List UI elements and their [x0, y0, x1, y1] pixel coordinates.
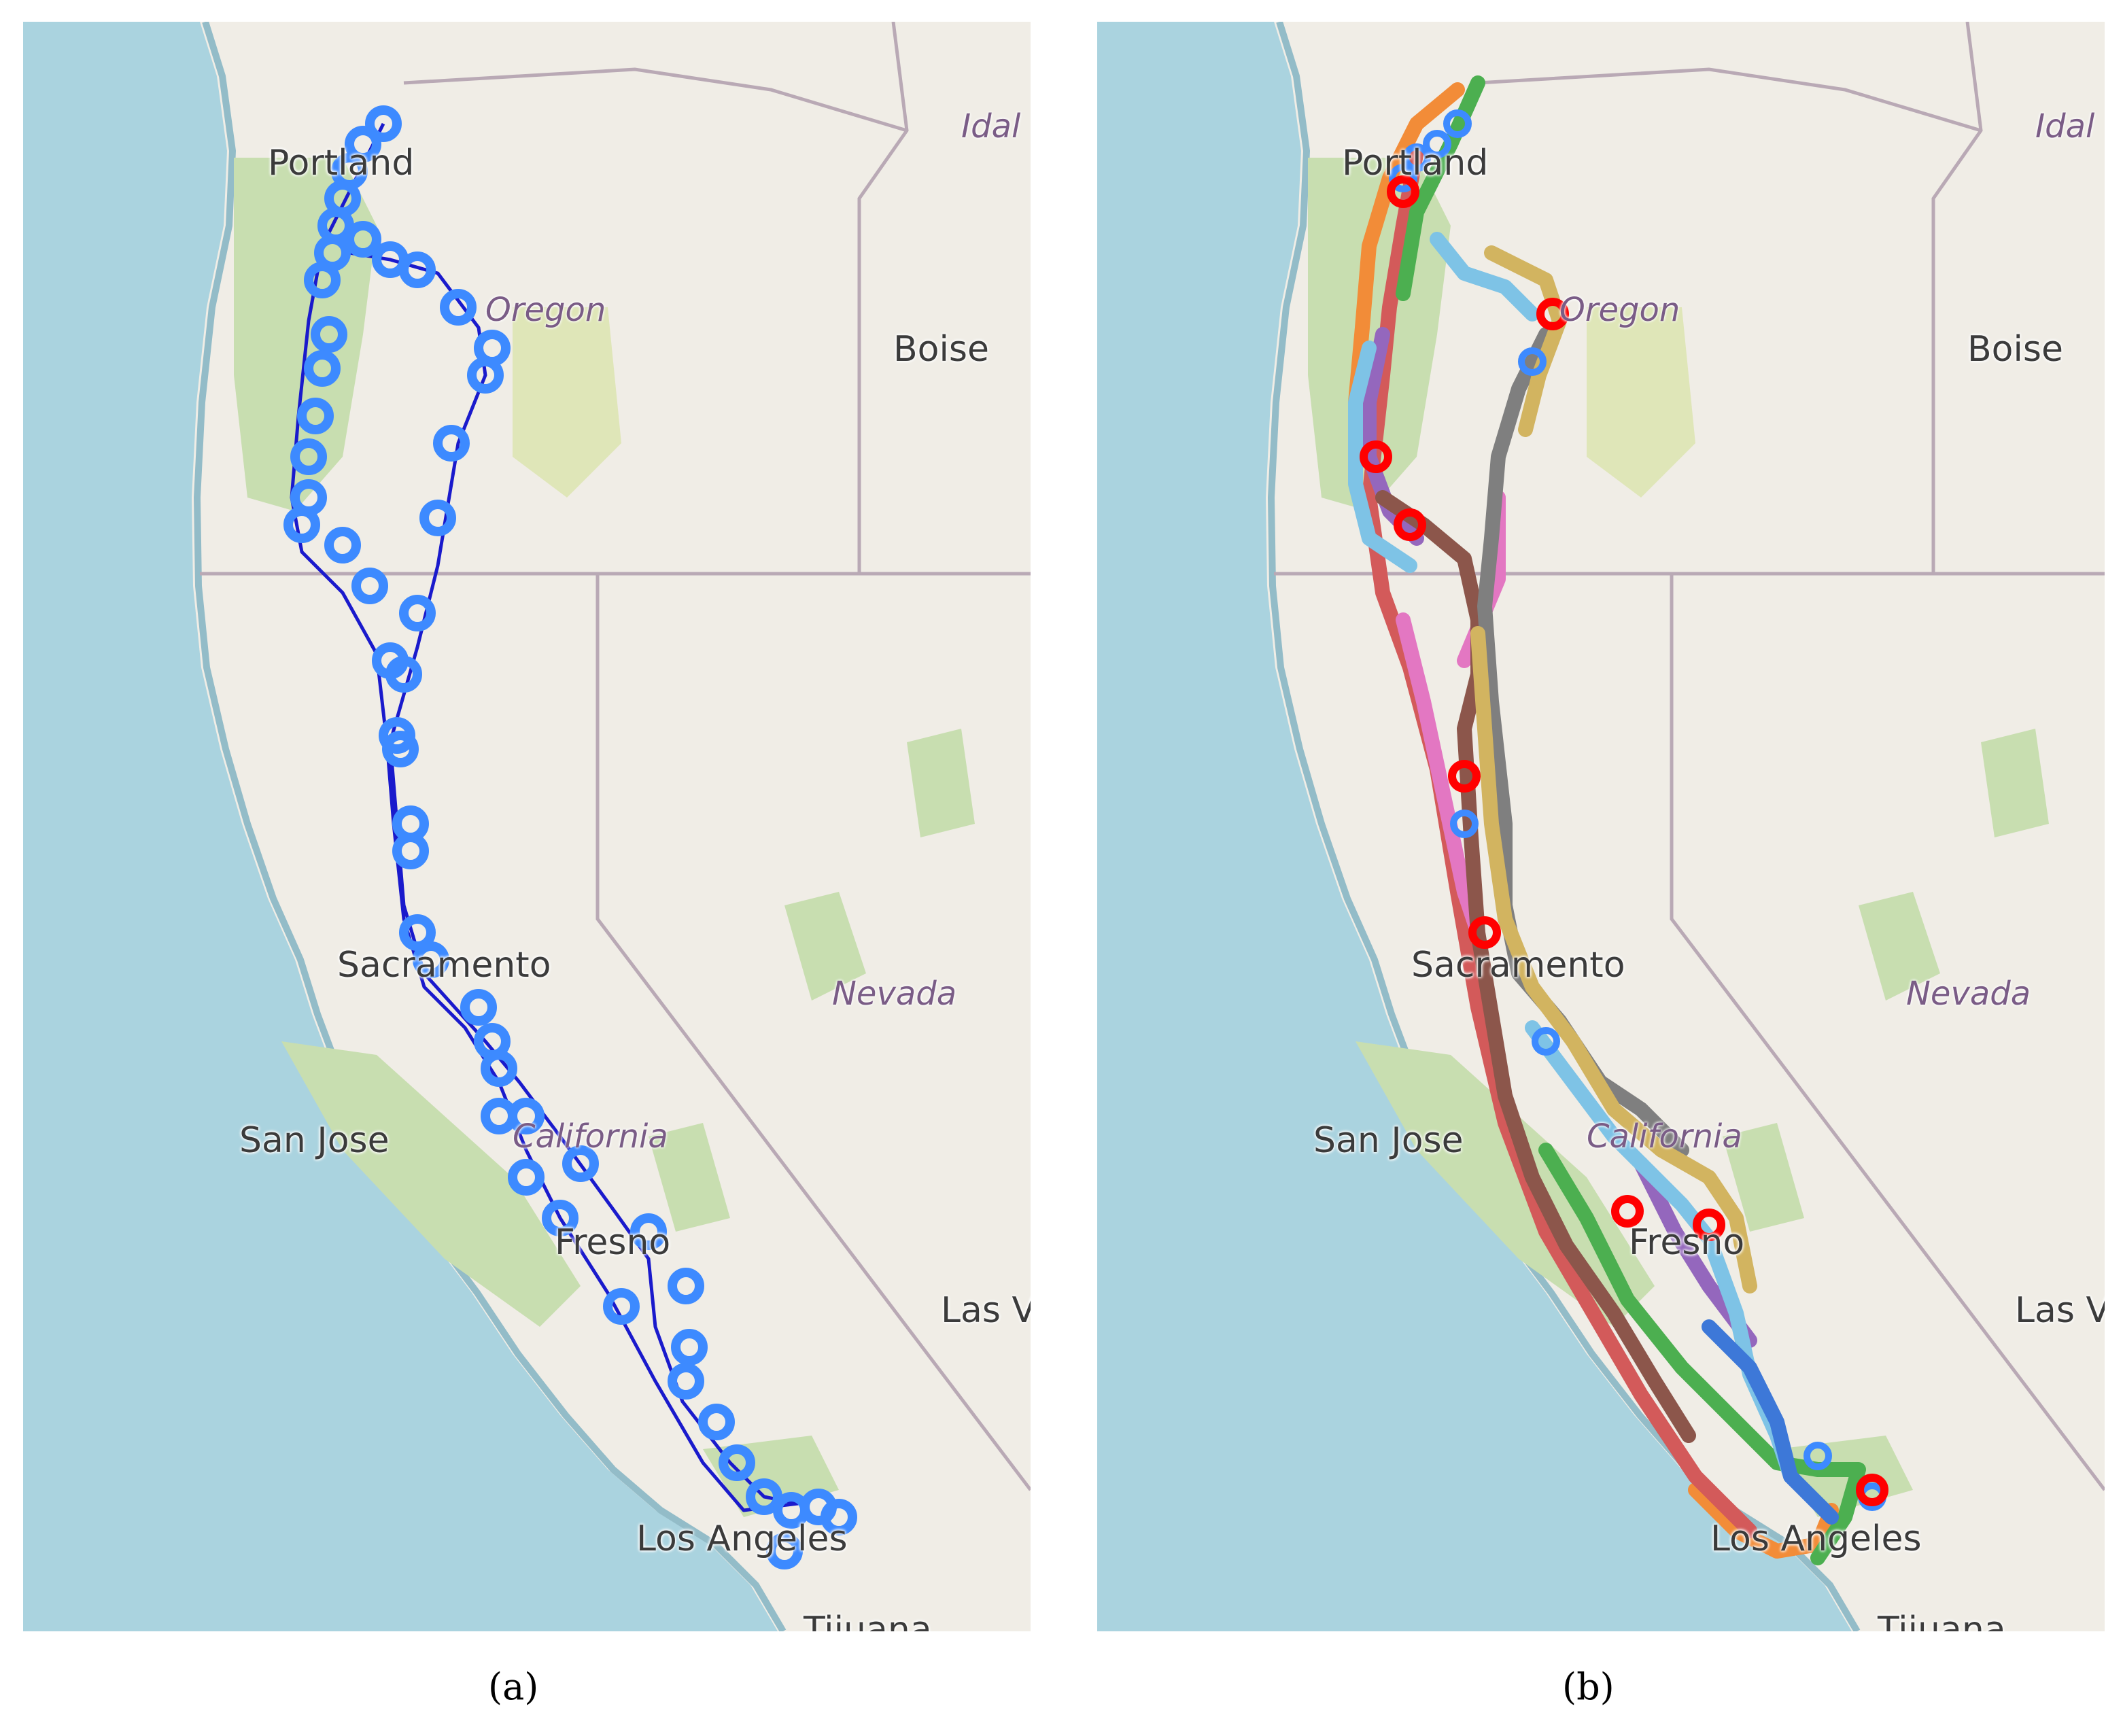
map-base-b: [1097, 22, 2105, 1631]
label-los-angeles: Los Angeles: [1710, 1518, 1922, 1559]
ocean: [23, 22, 778, 1631]
label-tijuana: Tijuana: [1878, 1610, 2006, 1631]
label-california: California: [513, 1117, 668, 1156]
label-oregon: Oregon: [1559, 291, 1680, 329]
label-san-jose: San Jose: [239, 1120, 390, 1161]
label-sacramento: Sacramento: [1411, 945, 1625, 986]
route-lines: [1348, 75, 1866, 1565]
label-california: California: [1587, 1117, 1742, 1156]
label-los-angeles: Los Angeles: [636, 1518, 848, 1559]
label-san-jose: San Jose: [1313, 1120, 1464, 1161]
map-panel-b: Portland Idal Oregon Boise Sacramento Ne…: [1097, 22, 2105, 1631]
label-nevada: Nevada: [1906, 975, 2031, 1013]
state-borders: [1274, 22, 2105, 1491]
caption-b: (b): [1562, 1665, 1615, 1708]
map-base-a: [23, 22, 1031, 1631]
label-oregon: Oregon: [485, 291, 606, 329]
label-tijuana: Tijuana: [804, 1610, 932, 1631]
label-las-vegas: Las V: [941, 1290, 1031, 1331]
label-idaho: Idal: [961, 107, 1021, 145]
caption-a: (a): [488, 1665, 539, 1708]
label-boise: Boise: [1967, 329, 2064, 370]
route-blue: [1702, 1319, 1839, 1525]
state-borders: [200, 22, 1031, 1491]
label-fresno: Fresno: [1629, 1222, 1745, 1263]
label-portland: Portland: [1342, 143, 1489, 184]
label-boise: Boise: [893, 329, 990, 370]
label-nevada: Nevada: [832, 975, 957, 1013]
track-markers: [283, 105, 857, 1569]
label-idaho: Idal: [2035, 107, 2095, 145]
stop-markers-red: [1360, 175, 1888, 1506]
route-brown: [1375, 490, 1696, 1443]
map-panel-a: Portland Idal Oregon Boise Sacramento Ne…: [23, 22, 1031, 1631]
stop-markers-blue: [1389, 109, 1886, 1511]
label-fresno: Fresno: [555, 1222, 671, 1263]
label-las-vegas: Las V: [2015, 1290, 2105, 1331]
coast-line: [193, 22, 787, 1631]
ocean: [1097, 22, 1852, 1631]
route-orange: [1348, 82, 1839, 1559]
label-sacramento: Sacramento: [337, 945, 551, 986]
label-portland: Portland: [268, 143, 415, 184]
